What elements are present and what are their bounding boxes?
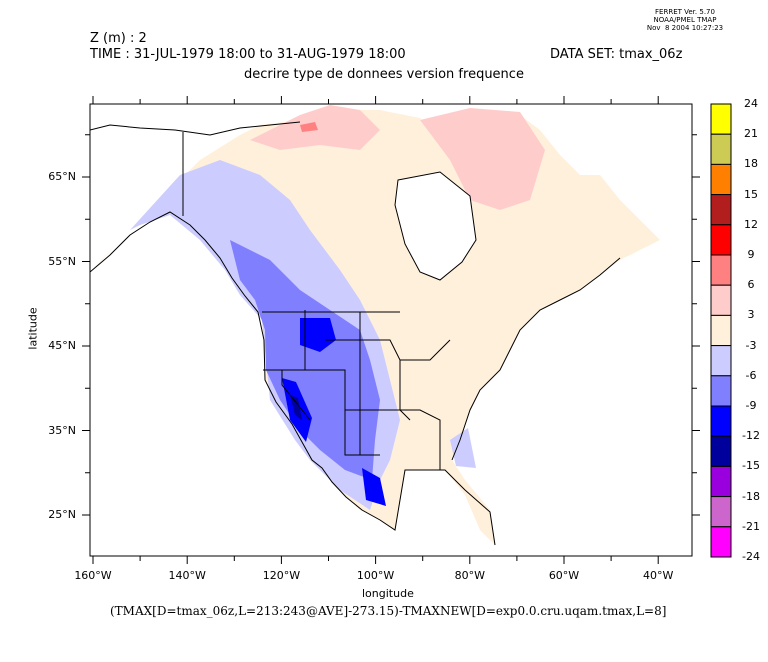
x-tick-label: 140°W: [168, 569, 206, 582]
map-field: [90, 105, 660, 546]
colorbar-band: [710, 314, 732, 347]
field-minus9-north: [300, 318, 336, 352]
colorbar-band: [710, 345, 732, 377]
stamp-line-3: Nov 8 2004 10:27:23: [646, 24, 724, 32]
dataset-label: DATA SET: tmax_06z: [550, 47, 683, 62]
coastline-arctic: [90, 121, 301, 136]
x-tick-label: 80°W: [454, 569, 485, 582]
field-plus6: [300, 122, 318, 132]
colorbar-label: -3: [745, 338, 757, 352]
plot-subtitle: decrire type de donnees version frequenc…: [244, 67, 524, 82]
x-tick-label: 160°W: [74, 569, 112, 582]
y-tick-label: 35°N: [48, 423, 76, 437]
axis-ticks: [82, 96, 700, 564]
colorbar-band: [710, 375, 732, 407]
colorbar-label: 12: [744, 217, 758, 231]
y-tick-label: 65°N: [48, 170, 76, 183]
map-frame: [89, 103, 693, 557]
colorbar-band: [710, 496, 732, 528]
colorbar-label: 18: [744, 157, 758, 171]
colorbar-band: [710, 133, 732, 165]
colorbar-band: [710, 163, 732, 196]
colorbar-label: -15: [742, 459, 760, 473]
colorbar-band: [710, 435, 732, 467]
field-plus3-greenland: [420, 108, 545, 210]
colorbar-band: [710, 284, 732, 316]
hudson-bay: [394, 171, 477, 281]
colorbar-label: 24: [744, 97, 758, 110]
colorbar-label: -9: [745, 399, 757, 412]
colorbar-label: -12: [742, 429, 760, 443]
field-minus12: [290, 395, 302, 420]
z-label: Z (m) : 2: [90, 31, 147, 46]
coastline-east: [451, 257, 621, 461]
colorbar-band: [710, 465, 732, 498]
field-minus3-east: [450, 428, 476, 468]
x-tick-label: 60°W: [548, 569, 580, 582]
y-tick-label: 55°N: [48, 254, 76, 268]
colorbar-band: [710, 405, 732, 437]
colorbar-band: [710, 103, 732, 135]
y-axis-label: latitude: [26, 307, 40, 350]
colorbar-band: [710, 224, 732, 256]
stamp-line-1: FERRET Ver. 5.70: [655, 8, 715, 16]
time-label: TIME : 31-JUL-1979 18:00 to 31-AUG-1979 …: [90, 47, 406, 62]
field-minus9-mexico: [362, 468, 386, 506]
colorbar-label: -24: [742, 550, 760, 563]
colorbar-label: 3: [747, 308, 755, 322]
stamp-line-2: NOAA/PMEL TMAP: [653, 16, 717, 24]
colorbar-label: 21: [744, 127, 758, 141]
x-tick-label: 40°W: [643, 569, 674, 582]
plot-formula: (TMAX[D=tmax_06z,L=213:243@AVE]-273.15)-…: [110, 604, 667, 618]
colorbar-label: -6: [745, 368, 757, 382]
x-tick-label: 100°W: [356, 569, 395, 582]
colorbar-label: 6: [747, 278, 755, 292]
colorbar-label: 9: [747, 248, 755, 261]
y-tick-label: 25°N: [48, 508, 76, 521]
colorbar: [710, 103, 732, 558]
colorbar-label: -21: [742, 519, 760, 533]
y-tick-label: 45°N: [48, 339, 76, 352]
ferret-stamp: FERRET Ver. 5.70 NOAA/PMEL TMAP Nov 8 20…: [640, 8, 730, 32]
state-borders: [263, 310, 451, 470]
colorbar-label: 15: [744, 187, 758, 201]
colorbar-band: [710, 254, 732, 286]
colorbar-label: -18: [742, 489, 760, 503]
x-axis-label: longitude: [362, 587, 414, 600]
coastline: [90, 211, 496, 546]
colorbar-band: [710, 526, 732, 558]
colorbar-band: [710, 194, 732, 226]
x-tick-label: 120°W: [262, 569, 301, 582]
